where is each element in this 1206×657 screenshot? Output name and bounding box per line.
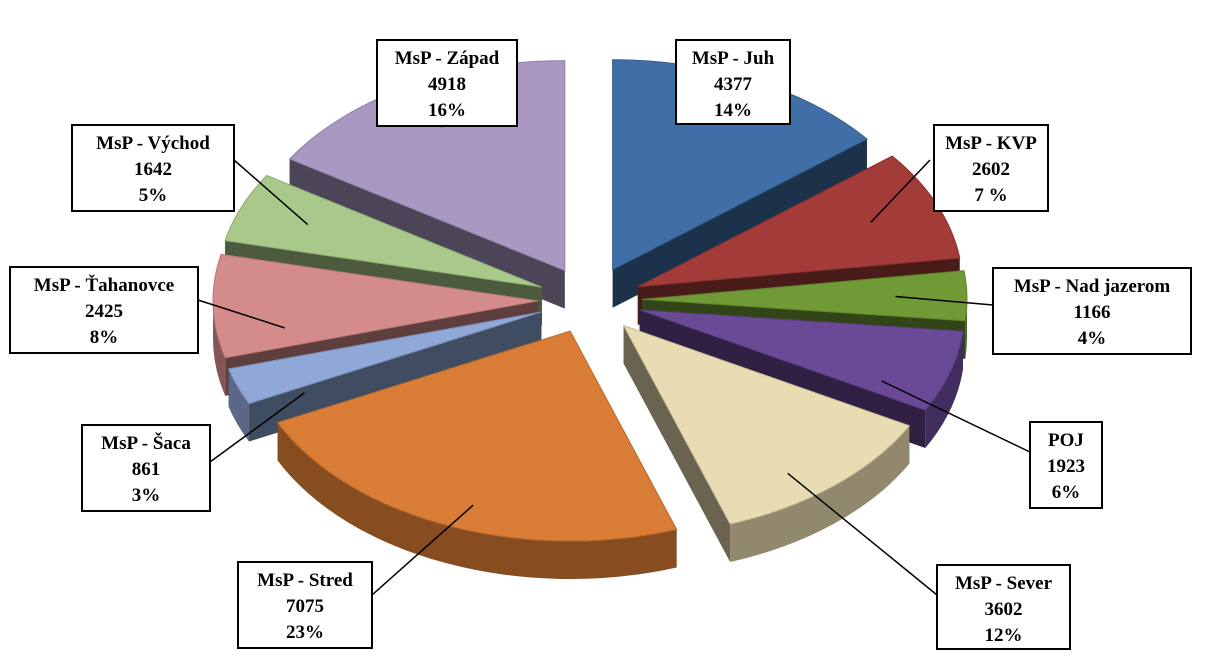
label-box (71, 124, 235, 212)
slice-top (224, 174, 543, 288)
label-percent: 6% (1052, 482, 1081, 503)
slice-top (212, 253, 539, 359)
label-name: POJ (1048, 430, 1084, 451)
data-label: MsP - Stred 7075 23% (237, 561, 373, 649)
label-box (675, 39, 791, 125)
label-name: MsP - Západ (395, 48, 500, 69)
label-box (237, 561, 373, 649)
data-label: MsP - Juh 4377 14% (675, 39, 791, 125)
leader-lines (197, 121, 1031, 596)
slice-labels: MsP - Juh 4377 14% MsP - KVP 2602 7 % MsP - Na… (9, 39, 1192, 650)
label-box (81, 424, 211, 512)
data-label: MsP - Západ 4918 16% (376, 39, 518, 127)
data-label: MsP - Východ 1642 5% (71, 124, 235, 212)
slice-top (639, 309, 964, 411)
label-percent: 3% (132, 485, 161, 506)
label-value: 3602 (985, 599, 1023, 620)
label-name: MsP - Šaca (101, 432, 191, 454)
label-percent: 5% (139, 185, 168, 206)
slice-side (277, 422, 677, 580)
label-name: MsP - Juh (692, 48, 775, 69)
leader-line (233, 159, 309, 226)
label-name: MsP - Stred (257, 570, 353, 591)
label-name: MsP - KVP (945, 133, 1037, 154)
slice-wall (612, 139, 867, 308)
slice-side (228, 368, 249, 442)
label-value: 2425 (85, 301, 123, 322)
label-percent: 8% (90, 327, 119, 348)
pie-slice-6 (276, 330, 678, 580)
data-label: MsP - KVP 2602 7 % (933, 124, 1049, 212)
label-box (376, 39, 518, 127)
label-value: 1923 (1047, 456, 1085, 477)
slice-wall (623, 325, 731, 563)
slice-side (213, 300, 226, 396)
label-value: 2602 (972, 159, 1010, 180)
leader-line (881, 380, 1031, 453)
label-name: MsP - Ťahanovce (34, 274, 174, 296)
label-percent: 4% (1078, 328, 1107, 349)
label-percent: 16% (428, 100, 466, 121)
label-percent: 23% (286, 622, 324, 643)
data-label: MsP - Šaca 861 3% (81, 424, 211, 512)
label-percent: 14% (714, 100, 752, 121)
slice-top (622, 324, 911, 525)
leader-line (870, 159, 931, 223)
data-label: MsP - Sever 3602 12% (936, 564, 1071, 650)
leader-line (197, 299, 285, 329)
label-name: MsP - Východ (96, 133, 210, 154)
slice-side (730, 425, 910, 563)
label-box (1029, 421, 1103, 509)
label-box (936, 564, 1071, 650)
label-percent: 12% (985, 625, 1023, 646)
pie-slices (212, 59, 968, 580)
label-value: 1642 (134, 159, 172, 180)
slice-top (641, 270, 968, 322)
slice-top (276, 330, 678, 542)
pie-slice-5 (622, 324, 911, 563)
label-value: 4377 (714, 74, 753, 95)
leader-line (895, 295, 994, 306)
label-box (933, 124, 1049, 212)
data-label: MsP - Ťahanovce 2425 8% (9, 266, 199, 354)
leader-line (787, 472, 938, 596)
label-box (9, 266, 199, 354)
label-value: 4918 (428, 74, 466, 95)
data-label: POJ 1923 6% (1029, 421, 1103, 509)
label-name: MsP - Nad jazerom (1014, 276, 1171, 297)
label-name: MsP - Sever (955, 573, 1053, 594)
label-value: 861 (132, 459, 161, 480)
slice-top (227, 311, 542, 405)
label-box (992, 267, 1192, 355)
leader-line (209, 392, 305, 463)
data-label: MsP - Nad jazerom 1166 4% (992, 267, 1192, 355)
slice-side (925, 331, 963, 449)
leader-line (371, 504, 474, 596)
label-value: 7075 (286, 596, 324, 617)
label-value: 1166 (1074, 302, 1111, 323)
label-percent: 7 % (974, 185, 1007, 206)
